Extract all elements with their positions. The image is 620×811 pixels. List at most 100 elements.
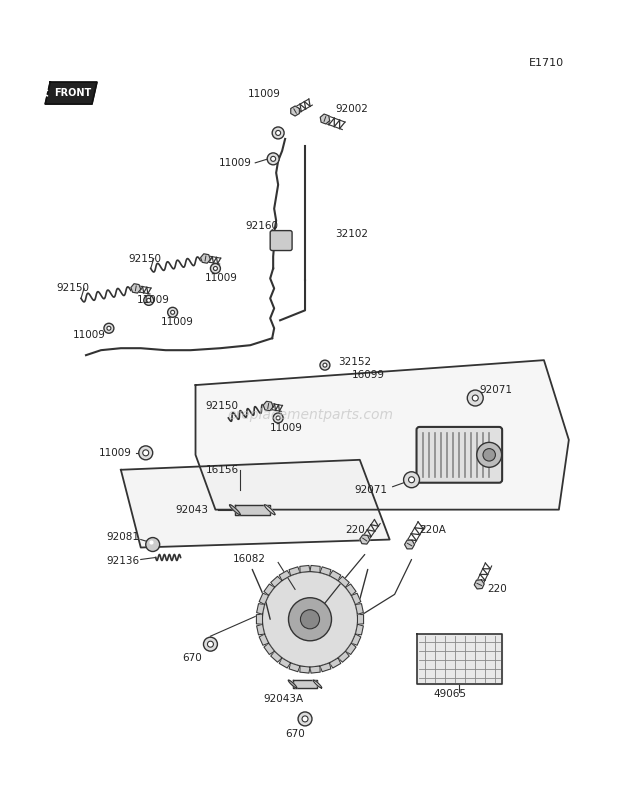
- Text: 49065: 49065: [433, 689, 466, 699]
- Text: 220: 220: [487, 585, 507, 594]
- Circle shape: [170, 311, 175, 315]
- Circle shape: [288, 598, 332, 641]
- Polygon shape: [279, 571, 291, 581]
- Polygon shape: [45, 82, 97, 104]
- Polygon shape: [345, 584, 356, 595]
- Polygon shape: [329, 571, 341, 581]
- Polygon shape: [289, 567, 300, 576]
- Polygon shape: [264, 643, 275, 654]
- Polygon shape: [329, 658, 341, 668]
- Circle shape: [273, 413, 283, 423]
- Circle shape: [107, 326, 111, 330]
- Polygon shape: [289, 663, 300, 672]
- Text: 92150: 92150: [129, 254, 162, 264]
- Circle shape: [272, 127, 284, 139]
- Text: 11009: 11009: [218, 158, 251, 168]
- Polygon shape: [355, 603, 363, 614]
- Polygon shape: [229, 504, 240, 515]
- Polygon shape: [345, 643, 356, 654]
- FancyBboxPatch shape: [270, 230, 292, 251]
- Polygon shape: [259, 594, 268, 604]
- Circle shape: [213, 267, 218, 270]
- Text: 92071: 92071: [355, 485, 388, 495]
- Text: 11009: 11009: [73, 330, 106, 341]
- Circle shape: [298, 712, 312, 726]
- Text: 16156: 16156: [205, 465, 239, 474]
- Circle shape: [208, 642, 213, 647]
- Polygon shape: [417, 634, 502, 684]
- Circle shape: [483, 448, 495, 461]
- Text: 670: 670: [183, 653, 202, 663]
- Polygon shape: [300, 565, 310, 573]
- Polygon shape: [321, 114, 330, 124]
- Circle shape: [409, 477, 415, 483]
- Polygon shape: [320, 663, 331, 672]
- Circle shape: [147, 298, 151, 303]
- Circle shape: [302, 716, 308, 722]
- Circle shape: [472, 395, 478, 401]
- Circle shape: [320, 360, 330, 370]
- Text: ereplacementparts.com: ereplacementparts.com: [227, 408, 393, 422]
- Polygon shape: [338, 577, 349, 587]
- Text: 11009: 11009: [205, 273, 237, 283]
- Polygon shape: [310, 666, 320, 673]
- Text: 11009: 11009: [137, 295, 170, 306]
- Polygon shape: [313, 680, 322, 688]
- Circle shape: [203, 637, 218, 651]
- Text: 92150: 92150: [205, 401, 239, 411]
- Circle shape: [210, 264, 220, 273]
- Circle shape: [467, 390, 483, 406]
- Polygon shape: [264, 584, 275, 595]
- Text: 11009: 11009: [270, 423, 303, 433]
- Circle shape: [276, 416, 280, 420]
- Polygon shape: [121, 460, 389, 547]
- Polygon shape: [288, 680, 297, 688]
- Polygon shape: [352, 594, 361, 604]
- Polygon shape: [264, 401, 273, 410]
- Text: 92043A: 92043A: [263, 694, 303, 704]
- Text: 220A: 220A: [420, 525, 446, 534]
- Circle shape: [146, 538, 160, 551]
- Circle shape: [276, 131, 281, 135]
- Text: FRONT: FRONT: [55, 88, 92, 98]
- Text: 92071: 92071: [479, 385, 512, 395]
- Polygon shape: [257, 624, 265, 635]
- Polygon shape: [338, 651, 349, 662]
- Text: 92136: 92136: [106, 556, 139, 566]
- Circle shape: [267, 152, 279, 165]
- Polygon shape: [195, 360, 569, 509]
- Polygon shape: [405, 540, 415, 549]
- Polygon shape: [200, 254, 210, 264]
- Circle shape: [404, 472, 420, 487]
- Circle shape: [271, 157, 276, 161]
- Text: 220: 220: [345, 525, 365, 534]
- Text: 670: 670: [285, 729, 305, 739]
- Polygon shape: [257, 614, 262, 624]
- Text: 32102: 32102: [335, 229, 368, 238]
- Polygon shape: [271, 577, 282, 587]
- Polygon shape: [235, 504, 270, 515]
- Circle shape: [477, 442, 502, 467]
- Polygon shape: [293, 680, 317, 688]
- FancyBboxPatch shape: [417, 427, 502, 483]
- Circle shape: [167, 307, 177, 317]
- Circle shape: [104, 324, 114, 333]
- Polygon shape: [257, 603, 265, 614]
- Text: 11009: 11009: [99, 448, 132, 458]
- Text: 92002: 92002: [335, 104, 368, 114]
- Text: 32152: 32152: [338, 357, 371, 367]
- Polygon shape: [291, 106, 299, 116]
- Text: 92043: 92043: [175, 504, 208, 515]
- Polygon shape: [259, 634, 268, 646]
- Polygon shape: [355, 624, 363, 635]
- Polygon shape: [264, 504, 275, 515]
- Text: 92081: 92081: [106, 531, 139, 542]
- Polygon shape: [131, 284, 141, 293]
- Circle shape: [301, 610, 319, 629]
- Circle shape: [139, 446, 153, 460]
- Text: 11009: 11009: [248, 89, 281, 99]
- Circle shape: [262, 572, 358, 667]
- Polygon shape: [352, 634, 361, 646]
- Text: 92150: 92150: [56, 283, 89, 294]
- Circle shape: [144, 295, 154, 306]
